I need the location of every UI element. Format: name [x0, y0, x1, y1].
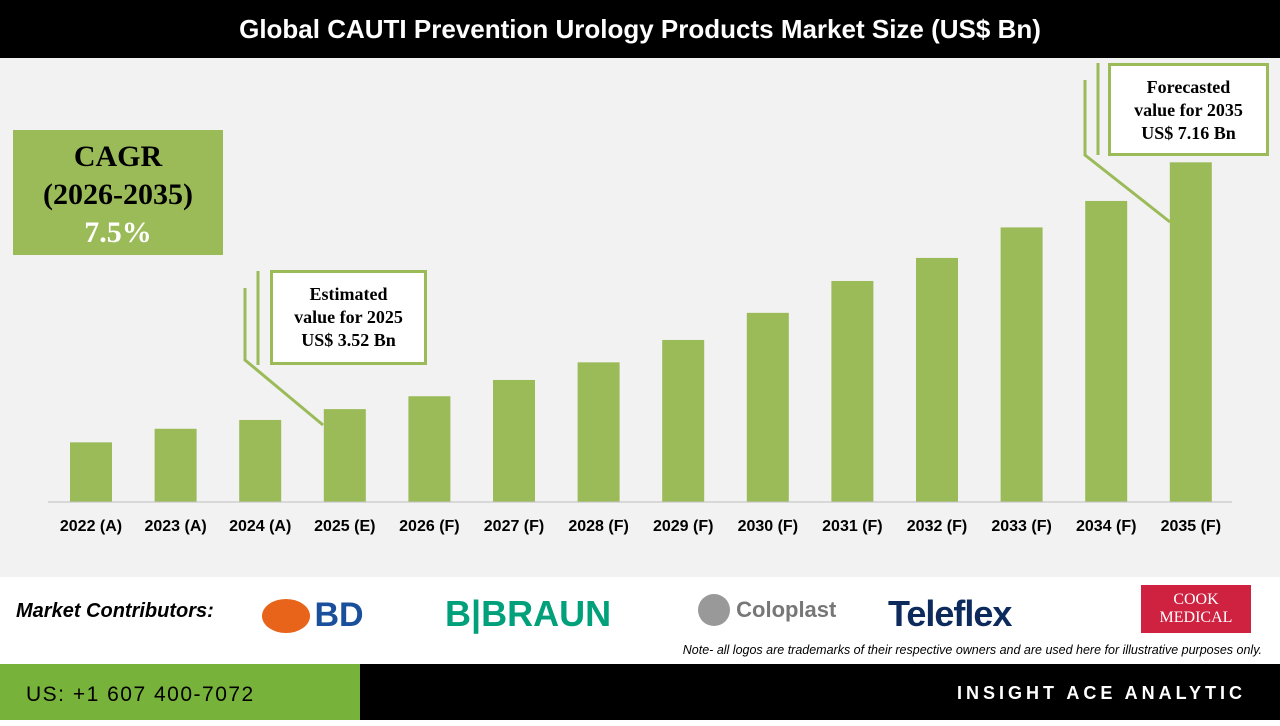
- x-tick-label: 2026 (F): [399, 518, 459, 535]
- bar: [662, 339, 705, 502]
- bar: [1000, 227, 1043, 502]
- x-tick-label: 2030 (F): [738, 518, 798, 535]
- bar: [239, 419, 282, 502]
- bar: [493, 379, 535, 502]
- bar-chart: 2022 (A) 2023 (A) 2024 (A) 2025 (E) 2026 (F)…: [48, 63, 1232, 535]
- contributors-label: Market Contributors:: [16, 600, 214, 622]
- x-tick-label: 2025 (E): [314, 518, 375, 535]
- x-tick-label: 2031 (F): [822, 518, 882, 535]
- callout-text: US$ 7.16 Bn: [1141, 123, 1236, 143]
- forecast-callout: Forecasted value for 2035 US$ 7.16 Bn: [1108, 63, 1269, 156]
- cagr-label: CAGR: [73, 140, 163, 173]
- x-tick-label: 2023 (A): [144, 518, 206, 535]
- callout-text: value for 2025: [294, 307, 403, 327]
- trademark-note: Note- all logos are trademarks of their …: [682, 643, 1262, 657]
- bar: [577, 362, 620, 502]
- logo-bbraun: B|BRAUN: [445, 593, 612, 634]
- estimated-callout: Estimated value for 2025 US$ 3.52 Bn: [270, 270, 427, 365]
- bar: [70, 442, 112, 502]
- cagr-period: (2026-2035): [43, 178, 193, 211]
- x-tick-label: 2028 (F): [568, 518, 628, 535]
- callout-text: Estimated: [309, 284, 388, 304]
- x-tick-label: 2033 (F): [991, 518, 1051, 535]
- bar: [746, 312, 789, 502]
- bar: [1169, 162, 1212, 502]
- cagr-box: CAGR (2026-2035) 7.5%: [13, 130, 223, 255]
- x-tick-label: 2029 (F): [653, 518, 713, 535]
- logo-coloplast: Coloplast: [698, 594, 836, 626]
- bar: [408, 396, 451, 502]
- x-tick-label: 2034 (F): [1076, 518, 1136, 535]
- bar: [1085, 200, 1128, 502]
- callout-text: Forecasted: [1146, 77, 1231, 97]
- chart-title: Global CAUTI Prevention Urology Products…: [0, 0, 1280, 58]
- logo-bd: BD: [262, 596, 364, 635]
- estimated-leader-line: [243, 288, 324, 427]
- plot-area: 2022 (A) 2023 (A) 2024 (A) 2025 (E) 2026 (F)…: [0, 58, 1280, 577]
- bar: [323, 409, 366, 502]
- logo-cook-medical: COOK MEDICAL: [1141, 585, 1251, 633]
- brand-name: INSIGHT ACE ANALYTIC: [956, 683, 1246, 703]
- x-tick-label: 2035 (F): [1161, 518, 1221, 535]
- callout-text: US$ 3.52 Bn: [301, 330, 396, 350]
- callout-text: value for 2035: [1134, 100, 1243, 120]
- cagr-value: 7.5%: [84, 216, 152, 249]
- footer-bar: [360, 664, 1280, 720]
- x-tick-label: 2022 (A): [60, 518, 122, 535]
- bar: [154, 428, 197, 502]
- x-tick-label: 2032 (F): [907, 518, 967, 535]
- bar: [831, 280, 874, 502]
- phone-number: US: +1 607 400-7072: [0, 664, 360, 720]
- bar: [916, 257, 958, 502]
- x-tick-label: 2024 (A): [229, 518, 291, 535]
- forecast-leader-line: [1083, 80, 1171, 224]
- x-tick-label: 2027 (F): [484, 518, 544, 535]
- logo-teleflex: Teleflex: [888, 593, 1012, 634]
